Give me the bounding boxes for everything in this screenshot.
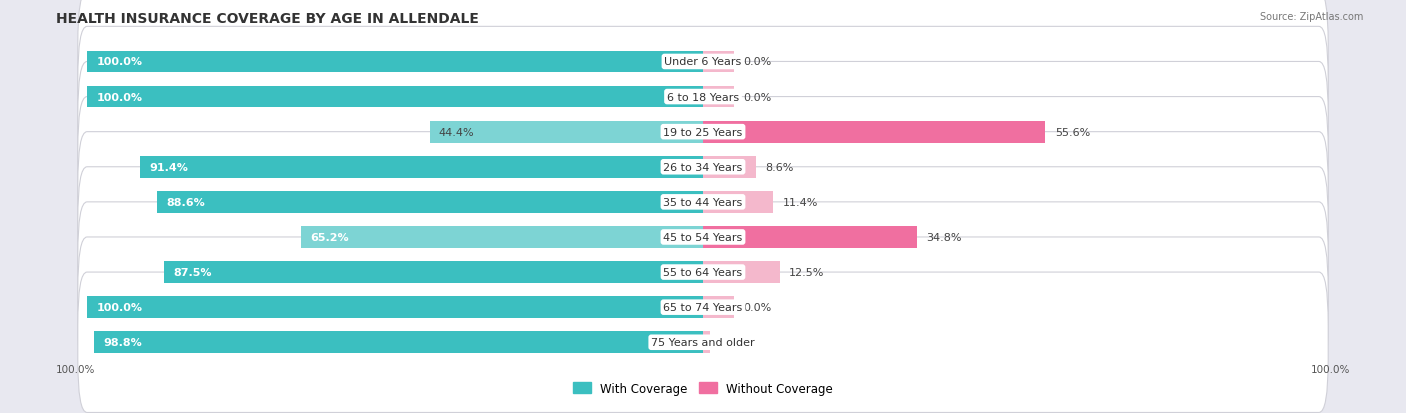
- FancyBboxPatch shape: [77, 202, 1329, 342]
- Bar: [301, 226, 703, 248]
- Text: 44.4%: 44.4%: [439, 127, 474, 138]
- Text: 1.2%: 1.2%: [720, 337, 748, 347]
- Text: HEALTH INSURANCE COVERAGE BY AGE IN ALLENDALE: HEALTH INSURANCE COVERAGE BY AGE IN ALLE…: [56, 12, 479, 26]
- FancyBboxPatch shape: [77, 237, 1329, 377]
- Bar: [157, 192, 703, 213]
- Text: 0.0%: 0.0%: [742, 57, 772, 67]
- Bar: [703, 261, 780, 283]
- Bar: [87, 86, 703, 108]
- Bar: [703, 226, 917, 248]
- Text: 45 to 54 Years: 45 to 54 Years: [664, 233, 742, 242]
- FancyBboxPatch shape: [77, 62, 1329, 202]
- Text: 26 to 34 Years: 26 to 34 Years: [664, 162, 742, 172]
- Text: Under 6 Years: Under 6 Years: [665, 57, 741, 67]
- Text: 100.0%: 100.0%: [56, 364, 96, 374]
- Text: 65.2%: 65.2%: [311, 233, 349, 242]
- Text: 100.0%: 100.0%: [1310, 364, 1350, 374]
- Text: 87.5%: 87.5%: [173, 267, 212, 278]
- FancyBboxPatch shape: [77, 273, 1329, 413]
- Text: 100.0%: 100.0%: [96, 93, 142, 102]
- Text: 11.4%: 11.4%: [783, 197, 818, 207]
- Bar: [703, 121, 1046, 143]
- Legend: With Coverage, Without Coverage: With Coverage, Without Coverage: [568, 377, 838, 399]
- Text: 65 to 74 Years: 65 to 74 Years: [664, 302, 742, 312]
- Text: 98.8%: 98.8%: [104, 337, 142, 347]
- Bar: [703, 86, 734, 108]
- Bar: [94, 332, 703, 353]
- FancyBboxPatch shape: [77, 0, 1329, 132]
- Bar: [703, 332, 710, 353]
- FancyBboxPatch shape: [77, 27, 1329, 167]
- Bar: [87, 52, 703, 73]
- FancyBboxPatch shape: [77, 167, 1329, 307]
- Text: 0.0%: 0.0%: [742, 93, 772, 102]
- Bar: [141, 157, 703, 178]
- Text: 100.0%: 100.0%: [96, 302, 142, 312]
- Bar: [87, 297, 703, 318]
- Text: 91.4%: 91.4%: [149, 162, 188, 172]
- Text: 0.0%: 0.0%: [742, 302, 772, 312]
- Bar: [703, 52, 734, 73]
- Text: 6 to 18 Years: 6 to 18 Years: [666, 93, 740, 102]
- Text: 12.5%: 12.5%: [789, 267, 824, 278]
- Text: 34.8%: 34.8%: [927, 233, 962, 242]
- FancyBboxPatch shape: [77, 97, 1329, 237]
- Text: 88.6%: 88.6%: [166, 197, 205, 207]
- Text: 100.0%: 100.0%: [96, 57, 142, 67]
- Text: 55.6%: 55.6%: [1054, 127, 1090, 138]
- Bar: [429, 121, 703, 143]
- Bar: [165, 261, 703, 283]
- FancyBboxPatch shape: [77, 132, 1329, 273]
- Text: 55 to 64 Years: 55 to 64 Years: [664, 267, 742, 278]
- Text: 19 to 25 Years: 19 to 25 Years: [664, 127, 742, 138]
- Bar: [703, 157, 756, 178]
- Bar: [703, 192, 773, 213]
- Text: 75 Years and older: 75 Years and older: [651, 337, 755, 347]
- Text: 8.6%: 8.6%: [765, 162, 793, 172]
- Bar: [703, 297, 734, 318]
- Text: Source: ZipAtlas.com: Source: ZipAtlas.com: [1260, 12, 1364, 22]
- Text: 35 to 44 Years: 35 to 44 Years: [664, 197, 742, 207]
